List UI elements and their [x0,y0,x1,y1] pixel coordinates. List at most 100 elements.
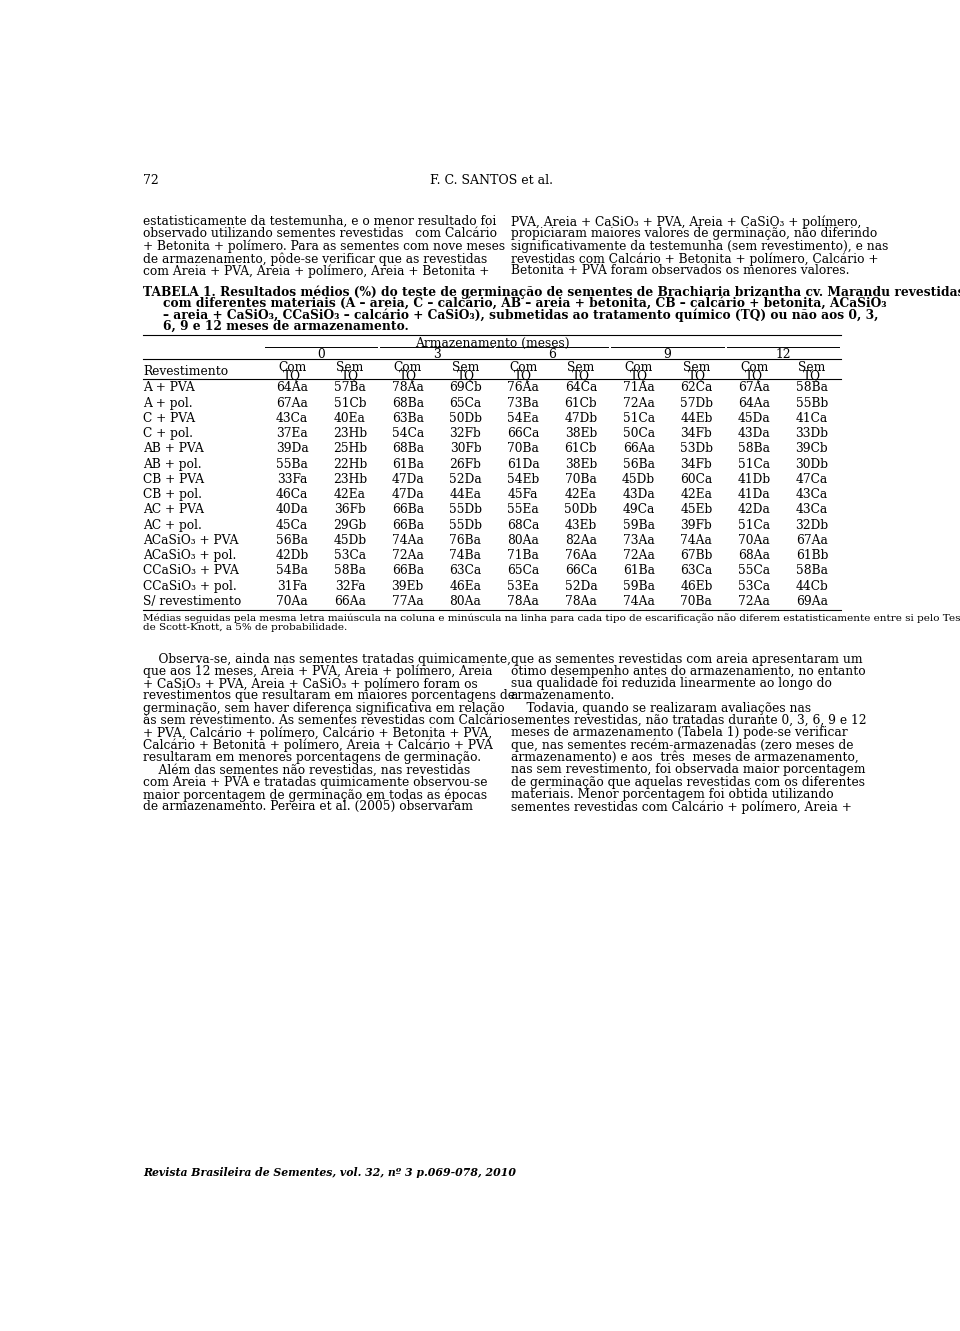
Text: 65Ca: 65Ca [507,564,540,578]
Text: 42Ea: 42Ea [564,488,597,502]
Text: 0: 0 [317,349,325,362]
Text: 40Ea: 40Ea [334,413,366,425]
Text: às sem revestimento. As sementes revestidas com Calcário: às sem revestimento. As sementes revesti… [143,715,511,727]
Text: 72Aa: 72Aa [623,550,655,562]
Text: Calcário + Betonita + polímero, Areia + Calcário + PVA: Calcário + Betonita + polímero, Areia + … [143,739,493,752]
Text: 42Da: 42Da [737,503,771,516]
Text: 72: 72 [143,173,159,186]
Text: Observa-se, ainda nas sementes tratadas quimicamente,: Observa-se, ainda nas sementes tratadas … [143,652,512,666]
Text: 56Ba: 56Ba [623,458,655,471]
Text: TQ: TQ [515,369,532,382]
Text: 61Cb: 61Cb [564,397,597,410]
Text: 64Aa: 64Aa [276,382,308,394]
Text: 53Ca: 53Ca [738,580,770,592]
Text: 57Ba: 57Ba [334,382,366,394]
Text: 73Ba: 73Ba [507,397,540,410]
Text: 74Ba: 74Ba [449,550,482,562]
Text: AC + pol.: AC + pol. [143,519,203,531]
Text: 78Aa: 78Aa [565,595,597,608]
Text: 45Fa: 45Fa [508,488,539,502]
Text: 66Ba: 66Ba [392,503,423,516]
Text: Sem: Sem [798,361,826,374]
Text: 43Da: 43Da [622,488,655,502]
Text: 46Ca: 46Ca [276,488,308,502]
Text: ótimo desempenho antes do armazenamento, no entanto: ótimo desempenho antes do armazenamento,… [511,666,865,679]
Text: 74Aa: 74Aa [392,534,423,547]
Text: 39Eb: 39Eb [392,580,424,592]
Text: Sem: Sem [683,361,710,374]
Text: 78Aa: 78Aa [392,382,423,394]
Text: 69Cb: 69Cb [449,382,482,394]
Text: 61Ba: 61Ba [392,458,423,471]
Text: 54Ea: 54Ea [507,413,540,425]
Text: CB + PVA: CB + PVA [143,473,204,486]
Text: 70Ba: 70Ba [507,442,540,455]
Text: estatisticamente da testemunha, e o menor resultado foi: estatisticamente da testemunha, e o meno… [143,216,496,228]
Text: 72Aa: 72Aa [738,595,770,608]
Text: C + pol.: C + pol. [143,427,193,441]
Text: 76Aa: 76Aa [565,550,597,562]
Text: 70Aa: 70Aa [276,595,308,608]
Text: TABELA 1. Resultados médios (%) do teste de germinação de sementes de Brachiaria: TABELA 1. Resultados médios (%) do teste… [143,285,960,298]
Text: 47Da: 47Da [392,488,424,502]
Text: com Areia + PVA, Areia + polímero, Areia + Betonita +: com Areia + PVA, Areia + polímero, Areia… [143,265,490,278]
Text: 54Ca: 54Ca [392,427,424,441]
Text: 72Aa: 72Aa [392,550,423,562]
Text: AB + PVA: AB + PVA [143,442,204,455]
Text: 34Fb: 34Fb [681,458,712,471]
Text: 54Eb: 54Eb [507,473,540,486]
Text: 66Aa: 66Aa [334,595,366,608]
Text: 61Bb: 61Bb [796,550,828,562]
Text: 68Ba: 68Ba [392,397,423,410]
Text: 30Db: 30Db [796,458,828,471]
Text: Além das sementes não revestidas, nas revestidas: Além das sementes não revestidas, nas re… [143,764,470,776]
Text: que, nas sementes recém-armazenadas (zero meses de: que, nas sementes recém-armazenadas (zer… [511,739,853,752]
Text: 38Eb: 38Eb [564,427,597,441]
Text: 59Ba: 59Ba [623,580,655,592]
Text: TQ: TQ [803,369,821,382]
Text: 66Aa: 66Aa [623,442,655,455]
Text: 55Ea: 55Ea [507,503,540,516]
Text: 32Fa: 32Fa [335,580,365,592]
Text: 66Ba: 66Ba [392,519,423,531]
Text: 58Ba: 58Ba [796,382,828,394]
Text: 37Ea: 37Ea [276,427,308,441]
Text: Com: Com [509,361,538,374]
Text: 67Bb: 67Bb [681,550,712,562]
Text: de Scott-Knott, a 5% de probabilidade.: de Scott-Knott, a 5% de probabilidade. [143,623,348,632]
Text: 25Hb: 25Hb [333,442,367,455]
Text: 43Ca: 43Ca [796,503,828,516]
Text: 6, 9 e 12 meses de armazenamento.: 6, 9 e 12 meses de armazenamento. [162,319,408,333]
Text: 53Ea: 53Ea [507,580,540,592]
Text: 61Da: 61Da [507,458,540,471]
Text: TQ: TQ [283,369,301,382]
Text: sementes revestidas com Calcário + polímero, Areia +: sementes revestidas com Calcário + polím… [511,800,852,813]
Text: Com: Com [278,361,306,374]
Text: 39Cb: 39Cb [796,442,828,455]
Text: F. C. SANTOS et al.: F. C. SANTOS et al. [430,173,554,186]
Text: 47Db: 47Db [564,413,597,425]
Text: 63Ca: 63Ca [449,564,482,578]
Text: + CaSiO₃ + PVA, Areia + CaSiO₃ + polímero foram os: + CaSiO₃ + PVA, Areia + CaSiO₃ + polímer… [143,677,478,691]
Text: PVA, Areia + CaSiO₃ + PVA, Areia + CaSiO₃ + polímero,: PVA, Areia + CaSiO₃ + PVA, Areia + CaSiO… [511,216,861,229]
Text: ACaSiO₃ + PVA: ACaSiO₃ + PVA [143,534,239,547]
Text: 58Ba: 58Ba [738,442,770,455]
Text: 74Aa: 74Aa [681,534,712,547]
Text: 55Db: 55Db [449,503,482,516]
Text: 45Eb: 45Eb [681,503,712,516]
Text: Com: Com [740,361,768,374]
Text: 39Da: 39Da [276,442,308,455]
Text: germinação, sem haver diferença significativa em relação: germinação, sem haver diferença signific… [143,701,505,715]
Text: 51Ca: 51Ca [623,413,655,425]
Text: 46Ea: 46Ea [449,580,482,592]
Text: TQ: TQ [341,369,359,382]
Text: 61Cb: 61Cb [564,442,597,455]
Text: 46Eb: 46Eb [681,580,712,592]
Text: 38Eb: 38Eb [564,458,597,471]
Text: 82Aa: 82Aa [564,534,597,547]
Text: TQ: TQ [456,369,474,382]
Text: 41Da: 41Da [738,488,771,502]
Text: resultaram em menores porcentagens de germinação.: resultaram em menores porcentagens de ge… [143,751,481,764]
Text: 23Hb: 23Hb [333,427,367,441]
Text: 29Gb: 29Gb [333,519,367,531]
